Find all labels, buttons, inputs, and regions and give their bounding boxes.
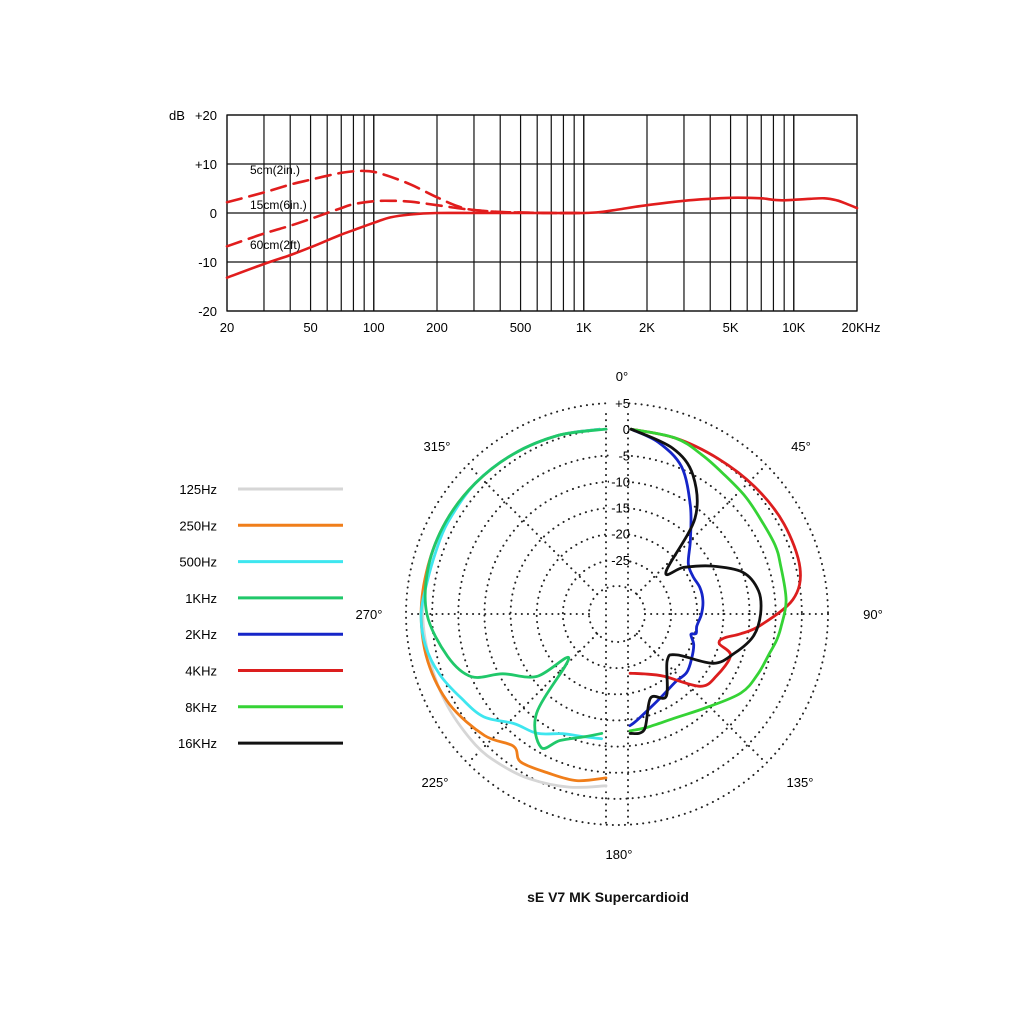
- angle-label: 45°: [791, 439, 811, 454]
- polar-series-line: [628, 427, 802, 688]
- angle-label: 225°: [422, 775, 449, 790]
- polar-radial: [635, 632, 768, 765]
- y-tick-label: +20: [195, 108, 217, 123]
- angle-label: 90°: [863, 607, 883, 622]
- legend-label: 250Hz: [179, 518, 217, 533]
- y-axis-label: dB: [169, 108, 185, 123]
- polar-series-line: [628, 427, 763, 735]
- ring-label: +5: [615, 396, 630, 411]
- y-tick-label: -10: [198, 255, 217, 270]
- polar-radial: [466, 463, 599, 596]
- legend-label: 125Hz: [179, 482, 217, 497]
- legend-label: 500Hz: [179, 555, 217, 570]
- legend-label: 8KHz: [185, 700, 217, 715]
- polar-radial: [635, 463, 768, 596]
- x-tick-label: 20KHz: [841, 320, 880, 335]
- angle-label: 270°: [356, 607, 383, 622]
- polar-ring: [561, 558, 673, 670]
- legend-label: 16KHz: [178, 736, 217, 751]
- x-tick-label: 1K: [576, 320, 592, 335]
- x-tick-label: 200: [426, 320, 448, 335]
- series-label: 15cm(6in.): [250, 198, 307, 212]
- ring-label: -20: [611, 527, 630, 542]
- plot-frame: [226, 114, 858, 312]
- ring-label: 0: [623, 422, 630, 437]
- angle-label: 135°: [787, 775, 814, 790]
- angle-label: 315°: [424, 439, 451, 454]
- legend-label: 4KHz: [185, 664, 217, 679]
- polar-pattern-chart: +5 0 -5 -10 -15 -20 -25 0° 45° 90° 135° 180° 225° 270…: [178, 369, 883, 862]
- angle-label: 0°: [616, 369, 628, 384]
- ring-label: -5: [618, 448, 630, 463]
- x-tick-label: 2K: [639, 320, 655, 335]
- polar-series-line: [419, 427, 608, 783]
- x-tick-label: 5K: [723, 320, 739, 335]
- x-tick-label: 20: [220, 320, 234, 335]
- y-tick-label: -20: [198, 304, 217, 319]
- chart-title: sE V7 MK Supercardioid: [527, 889, 689, 905]
- ring-label: -10: [611, 474, 630, 489]
- polar-series-line: [628, 427, 788, 733]
- ring-label: -25: [611, 553, 630, 568]
- x-tick-label: 100: [363, 320, 385, 335]
- series-label: 60cm(2ft): [250, 238, 301, 252]
- series-line: [225, 196, 859, 279]
- y-tick-label: +10: [195, 157, 217, 172]
- polar-radial: [466, 632, 599, 765]
- legend-label: 1KHz: [185, 591, 217, 606]
- y-tick-label: 0: [210, 206, 217, 221]
- series-label: 5cm(2in.): [250, 163, 300, 177]
- x-tick-label: 500: [510, 320, 532, 335]
- x-tick-label: 50: [303, 320, 317, 335]
- angle-label: 180°: [606, 847, 633, 862]
- polar-series-line: [423, 427, 608, 750]
- polar-ring: [431, 428, 803, 800]
- polar-series-line: [421, 427, 608, 789]
- polar-series-line: [419, 427, 603, 741]
- ring-label: -15: [611, 501, 630, 516]
- x-tick-label: 10K: [782, 320, 805, 335]
- legend-label: 2KHz: [185, 627, 217, 642]
- frequency-response-chart: +20 +10 0 -10 -20 dB 20 50 100 200 500 1K 2K 5K 10K 20K…: [169, 108, 881, 335]
- label-backdrop: [609, 402, 627, 582]
